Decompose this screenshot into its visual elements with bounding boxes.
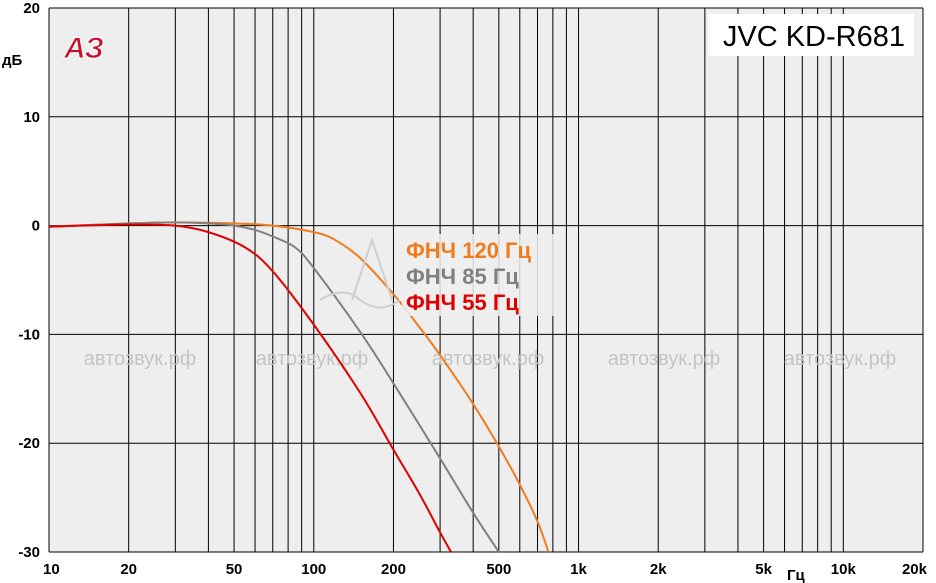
watermark-layer: автозвук.рф автозвук.рф автозвук.рф автозву…: [84, 348, 896, 370]
title-box: [708, 14, 914, 56]
center-watermark-icon: [319, 236, 401, 309]
x-tick-label-7: 2k: [650, 561, 667, 578]
y-tick-labels: 20 10 0 -10 -20 -30: [18, 0, 40, 561]
y-tick-label-1: 10: [23, 109, 40, 126]
y-tick-label-3: -10: [18, 326, 40, 343]
x-tick-label-2: 50: [226, 561, 243, 578]
y-tick-label-2: 0: [32, 218, 40, 235]
watermark-wave-glyph: [319, 291, 401, 309]
watermark-text-3: автозвук.рф: [608, 348, 720, 370]
x-tick-labels: 10 20 50 100 200 500 1k 2k 5k 10k 20k: [43, 561, 928, 578]
y-tick-label-5: -30: [18, 544, 40, 561]
legend-entry-2: ФНЧ 55 Гц: [406, 290, 519, 315]
watermark-text-0: автозвук.рф: [84, 348, 196, 370]
legend-box: [402, 234, 560, 316]
x-tick-label-5: 500: [486, 561, 511, 578]
y-tick-label-4: -20: [18, 435, 40, 452]
y-tick-label-0: 20: [23, 0, 40, 17]
series-line-1: [48, 221, 500, 553]
series-line-2: [48, 223, 452, 553]
chart-title: JVC KD-R681: [723, 21, 905, 53]
watermark-a-glyph: [351, 236, 393, 301]
x-tick-label-4: 200: [381, 561, 406, 578]
watermark-text-4: автозвук.рф: [784, 348, 896, 370]
x-tick-label-9: 10k: [831, 561, 857, 578]
x-tick-label-1: 20: [120, 561, 137, 578]
y-axis-label: дБ: [2, 52, 23, 69]
x-tick-label-0: 10: [43, 561, 60, 578]
x-tick-label-8: 5k: [755, 561, 772, 578]
x-tick-label-3: 100: [301, 561, 326, 578]
legend-entry-1: ФНЧ 85 Гц: [406, 264, 519, 289]
watermark-text-2: автозвук.рф: [432, 348, 544, 370]
curve-layer: [48, 221, 550, 553]
legend-entry-0: ФНЧ 120 Гц: [406, 238, 532, 263]
grid-lines: [48, 7, 924, 553]
x-tick-label-6: 1k: [570, 561, 587, 578]
watermark-text-1: автозвук.рф: [256, 348, 368, 370]
logo-text: АЗ: [63, 32, 104, 65]
x-axis-label: Гц: [787, 567, 806, 583]
brand-logo: АЗ: [63, 32, 105, 66]
x-tick-label-10: 20k: [902, 561, 928, 578]
